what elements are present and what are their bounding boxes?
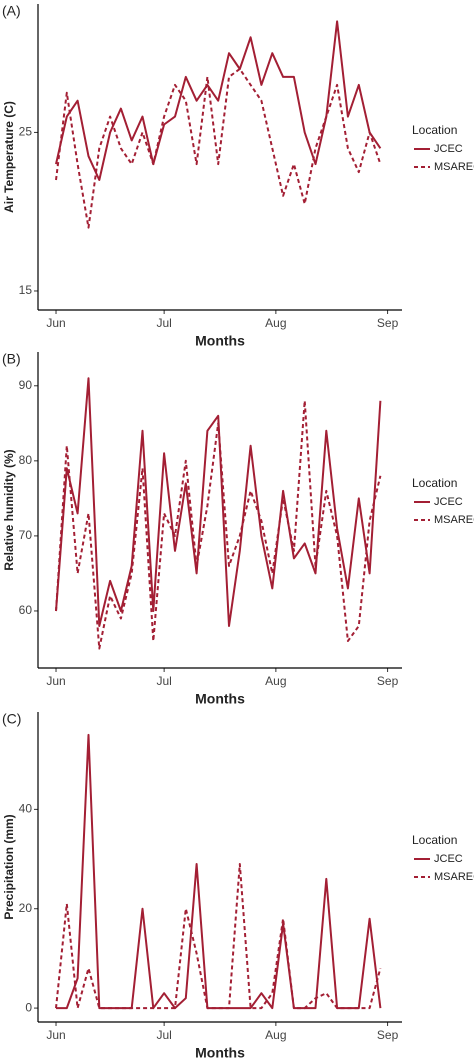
x-axis-label: Months: [195, 691, 245, 707]
legend-label: JCEC: [434, 143, 463, 155]
x-tick-label: Sep: [377, 316, 399, 330]
y-tick-label: 90: [19, 378, 33, 392]
x-tick-label: Jul: [156, 1028, 171, 1042]
panel-label: (A): [2, 3, 21, 19]
legend-title: Location: [412, 476, 457, 490]
series-line: [55, 377, 382, 627]
y-axis-label: Relative humidity (%): [2, 449, 16, 570]
x-tick-label: Aug: [265, 674, 286, 688]
legend-label: MSAREC: [434, 871, 474, 883]
y-tick-label: 25: [19, 125, 33, 139]
legend-label: MSAREC: [434, 161, 474, 173]
y-tick-label: 80: [19, 453, 33, 467]
y-tick-label: 60: [19, 603, 33, 617]
y-axis-label: Precipitation (mm): [2, 814, 16, 919]
x-tick-label: Jun: [46, 1028, 65, 1042]
panel-label: (C): [2, 711, 21, 727]
legend-label: JCEC: [434, 853, 463, 865]
legend-title: Location: [412, 833, 457, 847]
x-tick-label: Sep: [377, 674, 399, 688]
x-tick-label: Sep: [377, 1028, 399, 1042]
legend-title: Location: [412, 123, 457, 137]
panel-label: (B): [2, 351, 21, 367]
y-tick-label: 0: [25, 1000, 32, 1014]
x-tick-label: Jul: [156, 316, 171, 330]
y-axis-label: Air Temperature (C): [2, 101, 16, 213]
x-tick-label: Jul: [156, 674, 171, 688]
x-tick-label: Jun: [46, 316, 65, 330]
legend-label: JCEC: [434, 496, 463, 508]
x-axis-label: Months: [195, 333, 245, 349]
legend-label: MSAREC: [434, 514, 474, 526]
x-tick-label: Aug: [265, 1028, 286, 1042]
series-line: [55, 68, 382, 229]
series-line: [56, 733, 382, 1010]
x-tick-label: Aug: [265, 316, 286, 330]
y-tick-label: 15: [19, 283, 33, 297]
x-tick-label: Jun: [46, 674, 65, 688]
series-line: [55, 863, 382, 1010]
y-tick-label: 70: [19, 528, 33, 542]
y-tick-label: 40: [19, 802, 33, 816]
x-axis-label: Months: [195, 1045, 245, 1061]
y-tick-label: 20: [19, 901, 33, 915]
series-line: [55, 399, 382, 650]
